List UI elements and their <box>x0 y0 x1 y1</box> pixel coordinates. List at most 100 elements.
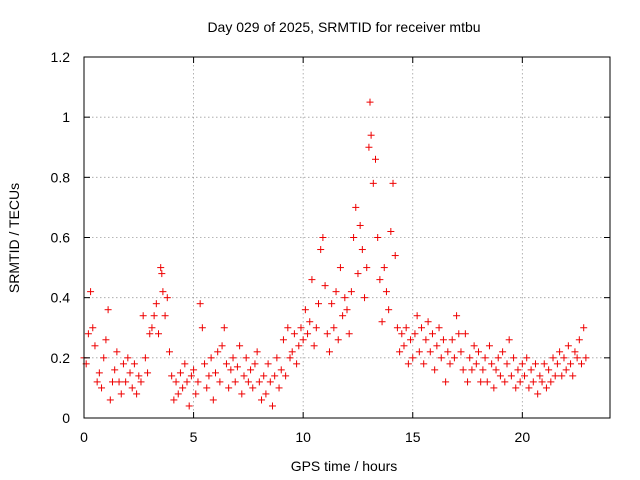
data-point <box>115 378 123 386</box>
data-point <box>290 330 298 338</box>
data-point <box>339 312 347 320</box>
data-point <box>512 384 520 392</box>
data-point <box>523 354 531 362</box>
data-point <box>253 348 261 356</box>
data-point <box>325 348 333 356</box>
data-point <box>350 234 358 241</box>
data-point <box>277 366 285 374</box>
chart-title: Day 029 of 2025, SRMTID for receiver mtb… <box>207 19 480 35</box>
data-points <box>80 98 590 410</box>
data-point <box>477 378 485 386</box>
data-point <box>225 384 233 392</box>
data-point <box>366 98 374 106</box>
data-point <box>163 294 171 302</box>
data-point <box>260 372 268 380</box>
data-point <box>240 372 248 380</box>
data-point <box>266 378 274 386</box>
data-point <box>444 348 452 356</box>
data-point <box>439 336 447 344</box>
data-point <box>152 300 160 308</box>
data-point <box>137 378 145 386</box>
data-point <box>332 288 340 296</box>
data-point <box>161 312 169 320</box>
data-point <box>119 360 127 368</box>
data-point <box>564 342 572 350</box>
data-point <box>203 384 211 392</box>
data-point <box>135 372 143 380</box>
data-point <box>328 300 336 308</box>
data-point <box>382 288 390 296</box>
data-point <box>174 390 182 398</box>
data-point <box>271 372 279 380</box>
data-point <box>273 354 281 362</box>
data-point <box>418 324 426 332</box>
data-point <box>212 369 219 377</box>
data-point <box>183 378 191 386</box>
data-point <box>317 246 325 254</box>
data-point <box>547 378 555 386</box>
data-point <box>475 348 482 356</box>
data-point <box>453 312 461 320</box>
data-point <box>214 348 222 356</box>
data-point <box>345 330 353 338</box>
data-point <box>205 372 213 380</box>
data-point <box>179 384 187 392</box>
data-point <box>308 276 316 284</box>
data-point <box>558 372 566 380</box>
data-point <box>549 354 557 362</box>
x-tick-label: 15 <box>405 429 421 445</box>
data-point <box>490 384 498 392</box>
data-point <box>258 396 266 404</box>
x-tick-label: 10 <box>295 429 311 445</box>
data-point <box>124 354 132 362</box>
data-point <box>130 360 138 368</box>
data-point <box>398 330 406 338</box>
data-point <box>209 396 217 404</box>
data-point <box>249 384 257 392</box>
data-point <box>407 336 415 344</box>
data-point <box>102 336 110 344</box>
data-point <box>218 342 226 350</box>
data-point <box>376 276 384 284</box>
data-point <box>89 324 97 332</box>
data-point <box>371 155 379 163</box>
data-point <box>251 360 259 368</box>
data-point <box>457 348 465 356</box>
data-point <box>459 366 467 374</box>
data-point <box>378 318 386 326</box>
data-point <box>562 366 570 374</box>
data-point <box>185 402 193 410</box>
data-point <box>374 234 382 241</box>
data-point <box>400 342 408 350</box>
data-point <box>542 384 550 392</box>
data-point <box>420 360 428 368</box>
data-point <box>293 360 301 368</box>
data-point <box>106 396 114 404</box>
data-point <box>518 360 526 368</box>
data-point <box>352 203 360 211</box>
y-axis-label: SRMTID / TECUs <box>6 183 22 293</box>
data-point <box>304 330 312 338</box>
data-point <box>496 372 504 380</box>
data-point <box>527 366 535 374</box>
data-point <box>538 378 546 386</box>
data-point <box>551 372 559 380</box>
data-point <box>556 348 564 356</box>
data-point <box>426 348 434 356</box>
data-point <box>413 312 421 320</box>
data-point <box>404 360 412 368</box>
data-point <box>393 324 401 332</box>
data-point <box>192 390 200 398</box>
data-point <box>146 330 154 338</box>
data-point <box>91 342 99 350</box>
data-point <box>126 369 134 377</box>
data-point <box>84 330 92 338</box>
data-point <box>201 360 209 368</box>
data-point <box>231 378 239 386</box>
data-point <box>411 330 419 338</box>
plot-area-border <box>83 56 611 419</box>
data-point <box>485 342 493 350</box>
data-point <box>402 324 410 332</box>
y-tick-label: 0.8 <box>51 169 71 185</box>
data-point <box>141 354 149 362</box>
